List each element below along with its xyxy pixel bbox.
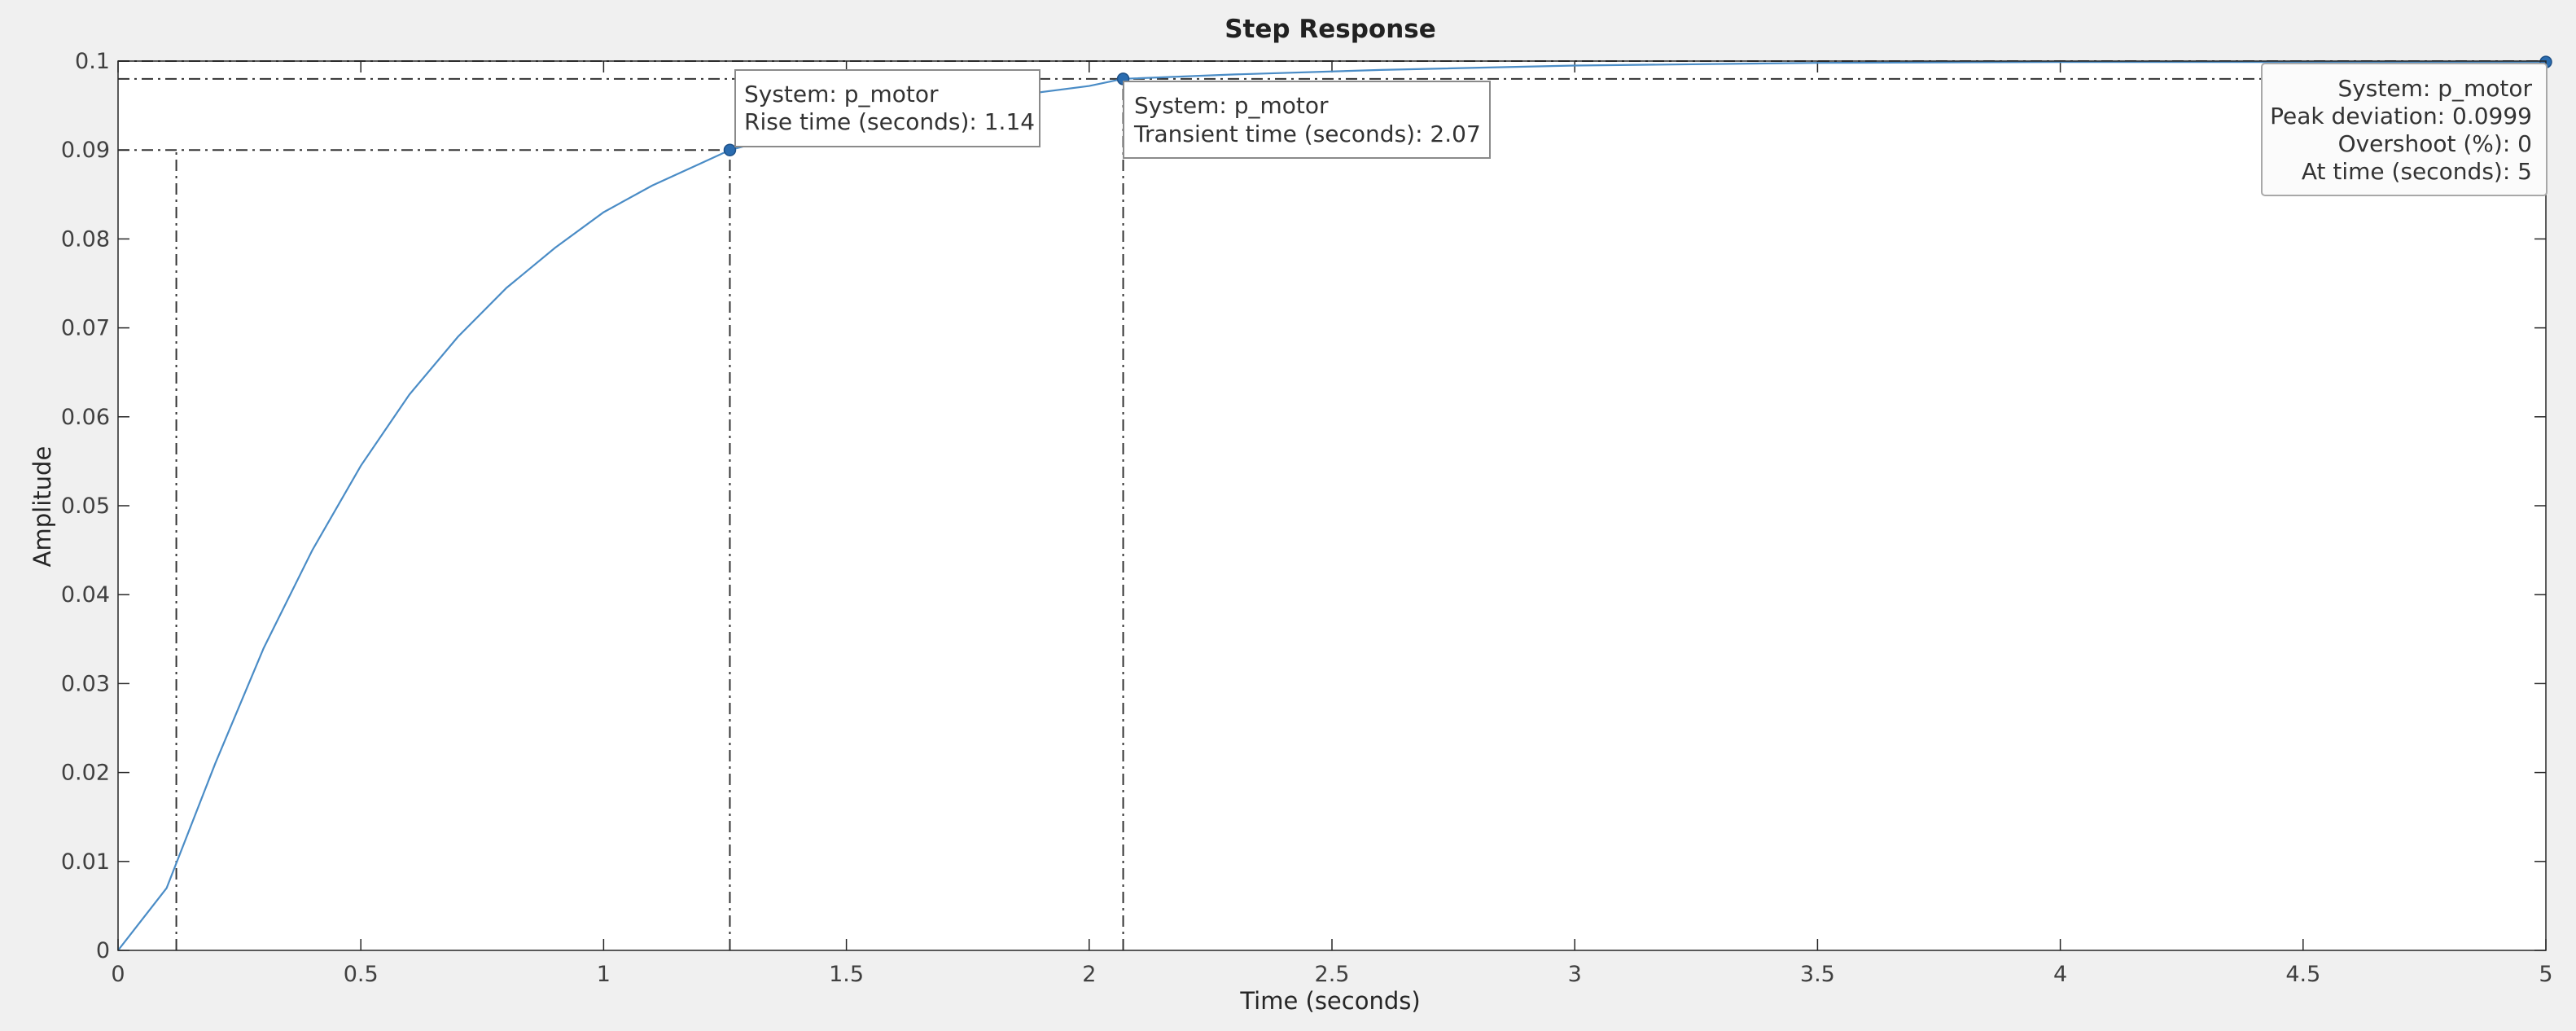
datatip-at-time: At time (seconds): 5 xyxy=(2302,158,2532,185)
y-tick-label: 0.07 xyxy=(61,316,110,341)
y-tick-label: 0.09 xyxy=(61,138,110,163)
y-tick-label: 0.05 xyxy=(61,494,110,519)
x-tick-label: 3 xyxy=(1568,962,1582,987)
x-tick-label: 1 xyxy=(597,962,611,987)
datatip-transient-time-system: System: p_motor xyxy=(1134,92,1329,119)
datatip-peak-deviation: Peak deviation: 0.0999 xyxy=(2270,103,2532,129)
x-tick-label: 2.5 xyxy=(1315,962,1350,987)
datatip-transient-time-value: Transient time (seconds): 2.07 xyxy=(1133,121,1481,147)
y-tick-label: 0.04 xyxy=(61,582,110,608)
plot-area[interactable] xyxy=(118,61,2546,950)
datatip-rise-time-system: System: p_motor xyxy=(744,81,939,107)
x-tick-label: 3.5 xyxy=(1800,962,1835,987)
y-tick-label: 0.03 xyxy=(61,671,110,696)
y-tick-label: 0.1 xyxy=(75,49,110,74)
datatip-peak-response-box xyxy=(2261,63,2548,196)
x-tick-label: 5 xyxy=(2539,962,2552,987)
y-tick-label: 0.02 xyxy=(61,761,110,786)
datatip-peak-response-system: System: p_motor xyxy=(2337,75,2532,102)
datatip-peak-response[interactable]: System: p_motor Peak deviation: 0.0999 O… xyxy=(2261,63,2548,196)
y-tick-label: 0.08 xyxy=(61,226,110,252)
y-axis-label: Amplitude xyxy=(28,446,56,568)
datatip-rise-time-box xyxy=(734,69,1040,147)
y-tick-label: 0 xyxy=(96,938,110,963)
x-tick-label: 0.5 xyxy=(344,962,379,987)
x-tick-label: 4 xyxy=(2053,962,2067,987)
step-response-line[interactable] xyxy=(117,61,2546,951)
y-tick-labels: 0 0.01 0.02 0.03 0.04 0.05 0.06 0.07 0.08 0.09 0.1 xyxy=(61,49,110,963)
datatip-transient-time-box xyxy=(1123,81,1491,159)
x-tick-label: 1.5 xyxy=(829,962,864,987)
datatip-rise-time-value: Rise time (seconds): 1.14 xyxy=(744,108,1035,135)
x-tick-label: 4.5 xyxy=(2285,962,2320,987)
x-axis-label: Time (seconds) xyxy=(1239,987,1420,1015)
datatip-rise-time[interactable]: System: p_motor Rise time (seconds): 1.1… xyxy=(734,69,1040,147)
datatip-transient-time[interactable]: System: p_motor Transient time (seconds)… xyxy=(1123,81,1491,159)
datatip-overshoot: Overshoot (%): 0 xyxy=(2338,130,2532,157)
axes-box xyxy=(117,60,2547,951)
response-series xyxy=(117,61,2546,951)
chart-title: Step Response xyxy=(1224,15,1436,44)
x-tick-label: 2 xyxy=(1082,962,1096,987)
y-tick-label: 0.06 xyxy=(61,405,110,430)
x-tick-labels: 0 0.5 1 1.5 2 2.5 3 3.5 4 4.5 5 xyxy=(111,962,2552,987)
x-tick-label: 0 xyxy=(111,962,125,987)
y-tick-label: 0.01 xyxy=(61,849,110,875)
rise-time-marker[interactable] xyxy=(723,143,737,156)
